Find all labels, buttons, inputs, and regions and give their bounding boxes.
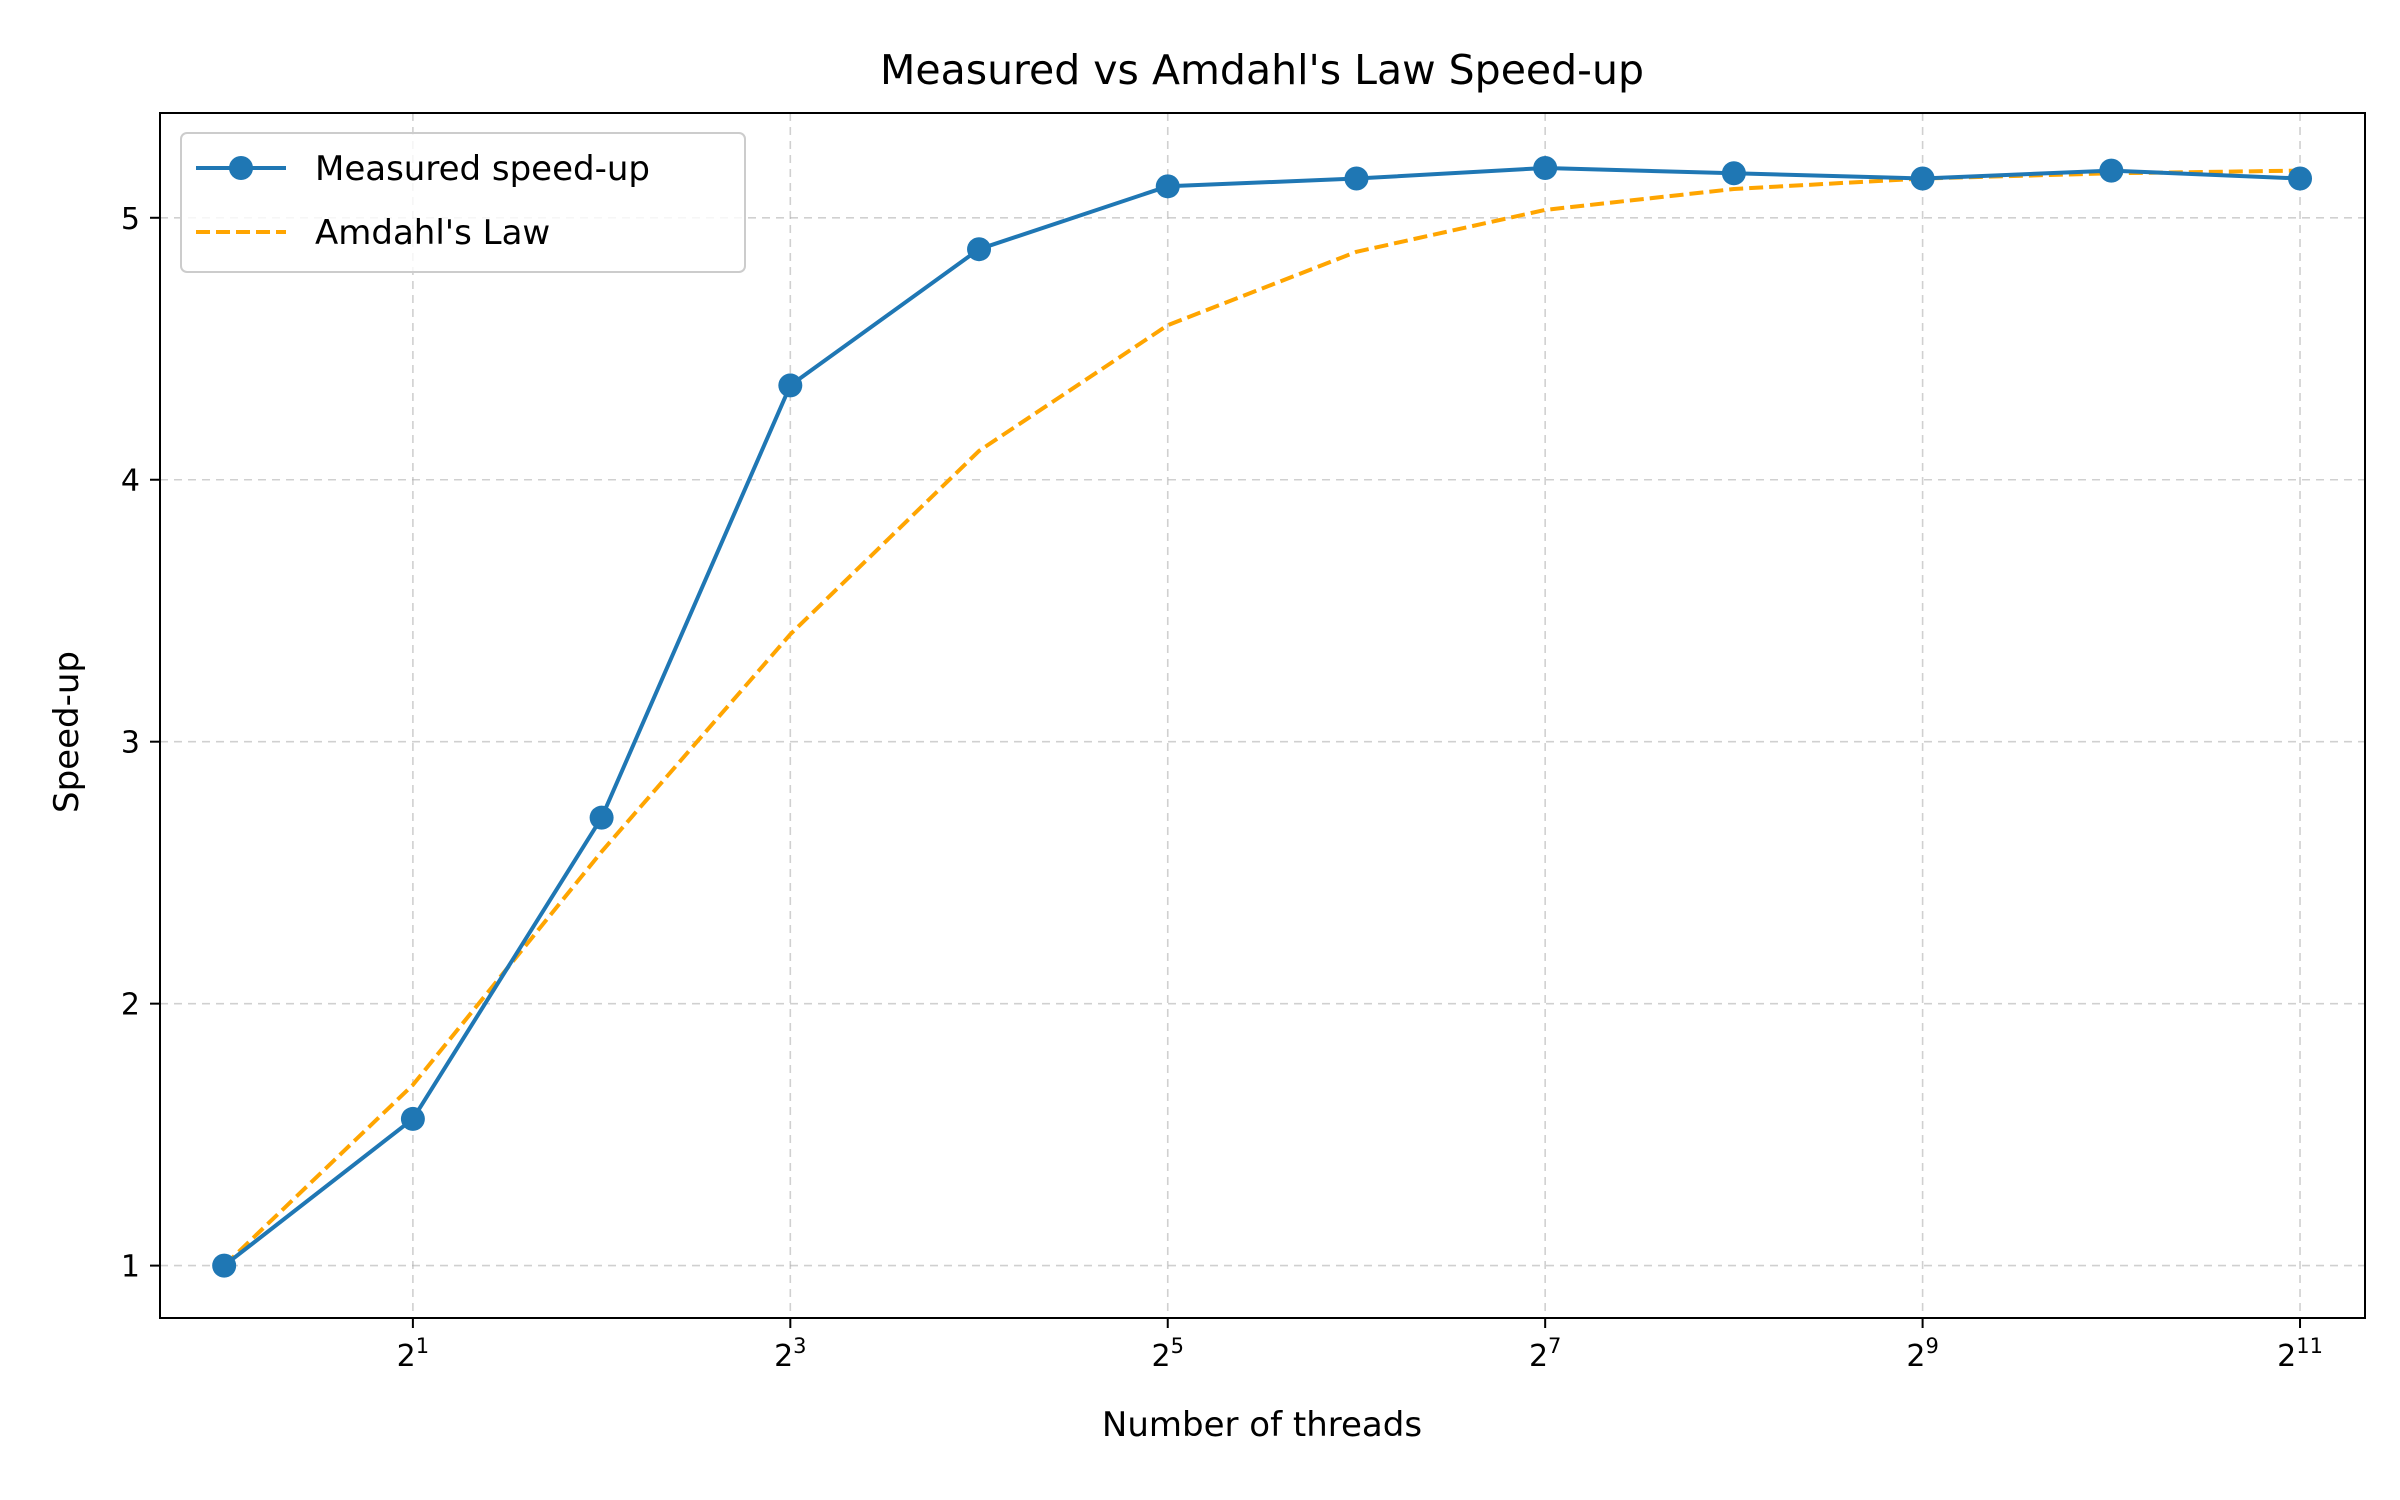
x-tick-label: 23 <box>774 1334 806 1374</box>
data-point-measured <box>589 805 614 830</box>
legend-marker-measured <box>229 156 253 180</box>
data-point-measured <box>1533 156 1558 181</box>
x-tick-label: 25 <box>1152 1334 1184 1374</box>
plot-frame <box>159 112 2366 1319</box>
series-line-measured <box>222 166 2301 1268</box>
y-tick-label: 2 <box>121 988 140 1023</box>
data-point-measured <box>1344 166 1369 191</box>
data-point-measured <box>1721 161 1746 186</box>
chart-title: Measured vs Amdahl's Law Speed-up <box>880 46 1644 94</box>
y-axis-label: Speed-up <box>47 651 87 813</box>
x-tick-label: 29 <box>1906 1334 1938 1374</box>
y-tick-label: 3 <box>121 726 140 761</box>
data-point-measured <box>2288 166 2313 191</box>
x-tick-label: 27 <box>1529 1334 1561 1374</box>
data-point-measured <box>967 237 992 262</box>
legend-box <box>180 132 746 273</box>
y-tick-label: 5 <box>121 202 140 237</box>
data-point-measured <box>778 373 803 398</box>
series-layer <box>212 156 2313 1278</box>
data-point-measured <box>1910 166 1935 191</box>
legend-label-amdahl: Amdahl's Law <box>315 213 550 253</box>
x-tick-label: 211 <box>2277 1334 2323 1374</box>
data-point-measured <box>400 1106 425 1131</box>
x-axis-label: Number of threads <box>1102 1405 1422 1445</box>
y-tick-label: 1 <box>121 1250 140 1285</box>
x-tick-label: 21 <box>397 1334 429 1374</box>
data-point-measured <box>212 1253 237 1278</box>
y-tick-label: 4 <box>121 464 140 499</box>
data-point-measured <box>2099 158 2124 183</box>
legend: Measured speed-up Amdahl's Law <box>180 132 746 273</box>
data-point-measured <box>1155 174 1180 199</box>
legend-label-measured: Measured speed-up <box>315 149 650 189</box>
